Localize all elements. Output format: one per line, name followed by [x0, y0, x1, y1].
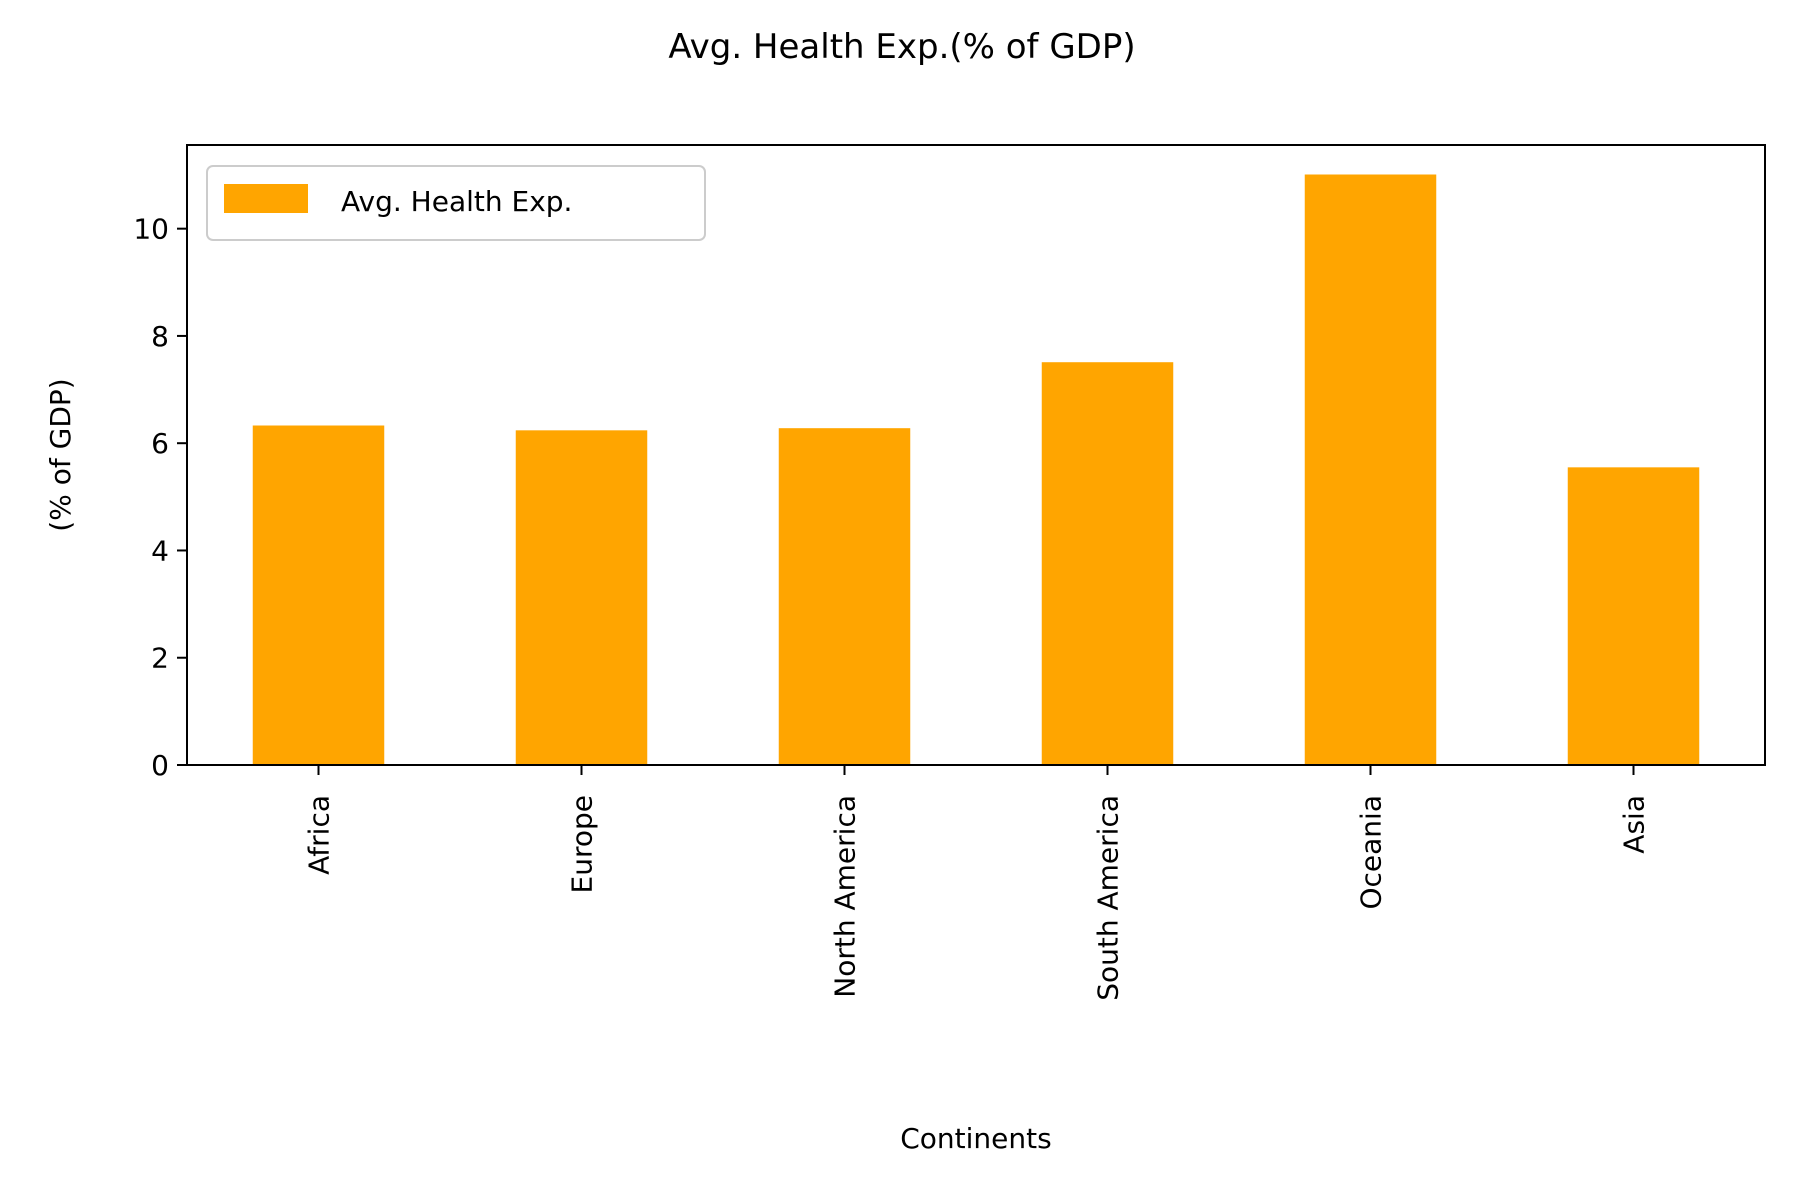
bar-north-america [778, 428, 911, 765]
y-tick-label: 4 [151, 534, 169, 567]
bar-africa [252, 425, 385, 765]
legend: Avg. Health Exp. [206, 165, 706, 241]
y-tick-label: 8 [151, 320, 169, 353]
bar-europe [515, 430, 648, 765]
x-tick-label: Africa [303, 795, 336, 875]
x-tick-label: North America [829, 795, 862, 998]
plot-frame [186, 144, 1766, 766]
x-tick-label: South America [1092, 795, 1125, 1001]
y-tick-label: 10 [133, 213, 169, 246]
legend-swatch [224, 184, 308, 213]
x-tick-label: Europe [566, 795, 599, 893]
chart-title: Avg. Health Exp.(% of GDP) [668, 27, 1135, 67]
y-tick-label: 6 [151, 427, 169, 460]
y-axis-label: (% of GDP) [44, 378, 77, 531]
legend-frame [206, 165, 706, 241]
x-tick-label: Asia [1618, 795, 1651, 854]
legend-label: Avg. Health Exp. [341, 185, 572, 218]
x-axis-label: Continents [900, 1122, 1051, 1155]
x-tick-label: Oceania [1355, 795, 1388, 910]
y-tick-label: 0 [151, 749, 169, 782]
bar-asia [1567, 467, 1700, 765]
bar-oceania [1304, 174, 1437, 765]
bar-south-america [1041, 362, 1174, 765]
y-axis: 0 2 4 6 8 10 [133, 213, 187, 782]
y-tick-label: 2 [151, 642, 169, 675]
bars-group [252, 174, 1700, 765]
x-axis: Africa Europe North America South America Oc… [303, 765, 1651, 1001]
